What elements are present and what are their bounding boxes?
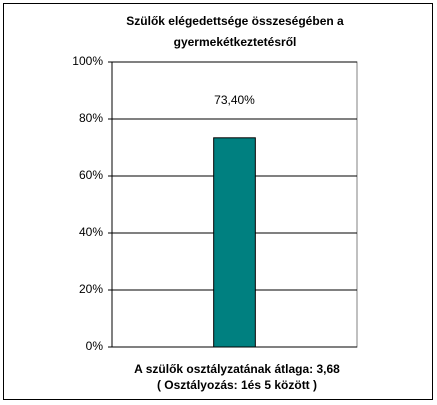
y-tick-label: 0% [86, 339, 104, 353]
y-tick-label: 100% [72, 54, 103, 68]
bar [213, 137, 256, 348]
annotation: ( Osztályozás: 1és 5 között ) [157, 378, 317, 392]
y-tick-label: 40% [79, 225, 103, 239]
chart-title: Szülők elégedettsége összeségében a [126, 14, 344, 28]
y-tick-label: 80% [79, 111, 103, 125]
y-tick-label: 60% [79, 168, 103, 182]
chart-title: gyermekétkeztetésről [174, 35, 297, 49]
annotation: A szülők osztályzatának átlaga: 3,68 [134, 362, 340, 376]
y-tick-label: 20% [79, 282, 103, 296]
value-label: 73,40% [214, 93, 255, 107]
